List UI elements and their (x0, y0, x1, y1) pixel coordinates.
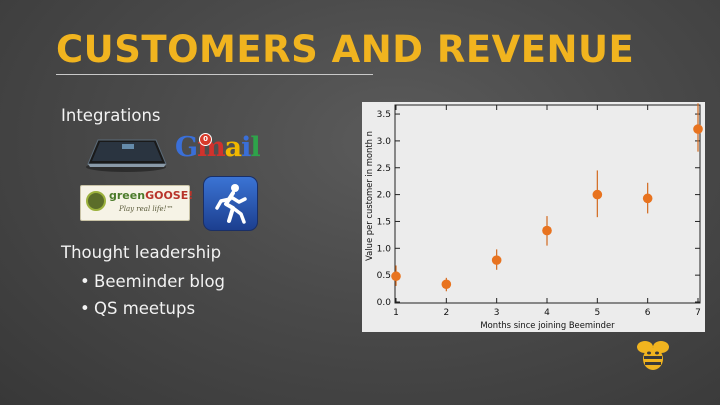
withings-scale-icon (86, 139, 167, 172)
data-point (542, 225, 552, 236)
gmail-badge: 0 (199, 133, 212, 146)
chart-panel: 0.0 0.5 1.0 1.5 2.0 2.5 3.0 3.5 1 2 3 4 5 6 7 Months si… (362, 102, 705, 332)
runkeeper-icon (203, 176, 258, 231)
title-underline (56, 74, 373, 75)
y-tick-label: 1.0 (377, 244, 392, 254)
x-tick-label: 7 (695, 308, 701, 318)
greengoose-tagline: Play real life!™ (119, 205, 174, 213)
beeminder-bee-icon (637, 341, 669, 370)
thought-leadership-list: Beeminder blog QS meetups (80, 272, 225, 326)
plot-frame (394, 104, 701, 304)
y-tick-label: 1.5 (377, 217, 391, 227)
y-tick-label: 0.5 (377, 271, 391, 281)
gmail-logo: Gmail 0 (175, 132, 261, 163)
x-tick-label: 1 (393, 308, 399, 318)
data-point (441, 279, 452, 290)
x-tick-label: 2 (443, 308, 449, 318)
data-point (693, 124, 703, 134)
goose-emblem-icon (86, 191, 106, 211)
x-tick-label: 4 (544, 308, 550, 318)
greengoose-green-text: green (109, 189, 146, 202)
x-tick-label: 5 (594, 308, 600, 318)
value-per-customer-chart: 0.0 0.5 1.0 1.5 2.0 2.5 3.0 3.5 1 2 3 4 5 6 7 Months si… (364, 103, 703, 330)
data-point (391, 271, 401, 282)
data-point (592, 189, 603, 200)
bullet-item: QS meetups (80, 299, 225, 326)
integrations-heading: Integrations (61, 106, 161, 125)
x-tick-label: 3 (494, 308, 500, 318)
y-tick-label: 2.0 (377, 191, 392, 201)
data-point (642, 193, 653, 204)
y-tick-label: 3.5 (377, 110, 391, 120)
data-point (491, 255, 502, 265)
greengoose-goose-text: GOOSE! (145, 189, 194, 202)
greengoose-logo: greenGOOSE! Play real life!™ (80, 185, 194, 221)
bullet-item: Beeminder blog (80, 272, 225, 299)
thought-leadership-heading: Thought leadership (61, 243, 222, 262)
slide-title: CUSTOMERS AND REVENUE (56, 28, 635, 71)
x-tick-label: 6 (645, 308, 651, 318)
x-axis-label: Months since joining Beeminder (480, 320, 615, 330)
y-tick-label: 0.0 (377, 298, 392, 308)
y-tick-label: 2.5 (377, 164, 391, 174)
y-tick-label: 3.0 (377, 137, 392, 147)
y-axis-label: Value per customer in month n (364, 131, 374, 261)
